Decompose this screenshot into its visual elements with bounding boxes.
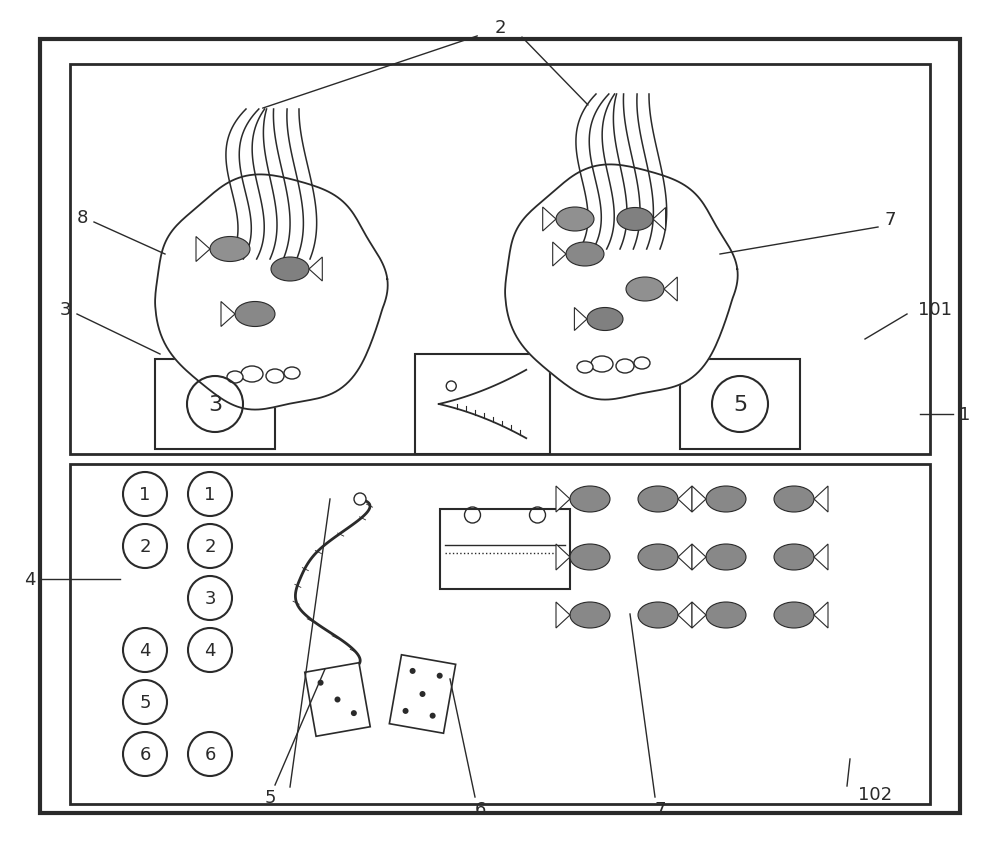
- Ellipse shape: [284, 368, 300, 380]
- Text: 101: 101: [918, 300, 952, 319]
- Bar: [389, 655, 456, 734]
- Ellipse shape: [271, 258, 309, 281]
- Ellipse shape: [774, 486, 814, 513]
- Ellipse shape: [577, 362, 593, 374]
- Text: 7: 7: [884, 211, 896, 229]
- Ellipse shape: [556, 208, 594, 232]
- Text: 2: 2: [204, 537, 216, 555]
- Text: 1: 1: [204, 485, 216, 503]
- Text: 7: 7: [654, 800, 666, 818]
- Polygon shape: [664, 278, 677, 302]
- Polygon shape: [543, 208, 556, 232]
- Polygon shape: [814, 602, 828, 629]
- Polygon shape: [556, 486, 570, 513]
- Text: 4: 4: [24, 571, 36, 589]
- Text: 1: 1: [959, 405, 971, 423]
- Ellipse shape: [210, 237, 250, 262]
- Polygon shape: [678, 602, 692, 629]
- Bar: [680, 360, 800, 450]
- Ellipse shape: [706, 544, 746, 571]
- Text: 6: 6: [139, 746, 151, 763]
- Bar: [440, 509, 570, 589]
- Circle shape: [318, 680, 324, 686]
- Polygon shape: [196, 237, 210, 262]
- Text: 3: 3: [204, 589, 216, 607]
- Ellipse shape: [587, 308, 623, 331]
- Ellipse shape: [266, 369, 284, 384]
- Ellipse shape: [227, 372, 243, 384]
- Ellipse shape: [706, 602, 746, 629]
- Bar: [155, 360, 275, 450]
- Polygon shape: [309, 258, 322, 281]
- Text: 5: 5: [139, 693, 151, 711]
- Polygon shape: [692, 486, 706, 513]
- Polygon shape: [553, 243, 566, 267]
- Polygon shape: [505, 165, 738, 400]
- Ellipse shape: [616, 360, 634, 374]
- Polygon shape: [556, 602, 570, 629]
- Ellipse shape: [570, 544, 610, 571]
- Text: 5: 5: [733, 395, 747, 415]
- Circle shape: [354, 493, 366, 506]
- Ellipse shape: [617, 208, 653, 231]
- Ellipse shape: [591, 357, 613, 373]
- Ellipse shape: [706, 486, 746, 513]
- Bar: [415, 355, 550, 455]
- Text: 3: 3: [208, 395, 222, 415]
- Ellipse shape: [638, 486, 678, 513]
- Polygon shape: [155, 175, 388, 410]
- Bar: [70, 464, 930, 804]
- Circle shape: [430, 713, 436, 719]
- Polygon shape: [692, 602, 706, 629]
- Polygon shape: [439, 370, 526, 438]
- Text: 2: 2: [139, 537, 151, 555]
- Polygon shape: [653, 208, 666, 231]
- Text: 2: 2: [494, 19, 506, 37]
- Circle shape: [419, 691, 426, 697]
- Circle shape: [351, 711, 357, 717]
- Polygon shape: [692, 544, 706, 571]
- Ellipse shape: [570, 602, 610, 629]
- Text: 4: 4: [204, 641, 216, 659]
- Ellipse shape: [638, 544, 678, 571]
- Ellipse shape: [570, 486, 610, 513]
- Ellipse shape: [638, 602, 678, 629]
- Ellipse shape: [235, 302, 275, 327]
- Ellipse shape: [241, 367, 263, 382]
- Text: 8: 8: [76, 209, 88, 227]
- Polygon shape: [574, 308, 587, 331]
- Ellipse shape: [626, 278, 664, 302]
- Text: 3: 3: [59, 300, 71, 319]
- Bar: [70, 65, 930, 455]
- Text: 1: 1: [139, 485, 151, 503]
- Circle shape: [403, 708, 409, 714]
- Ellipse shape: [634, 357, 650, 369]
- Ellipse shape: [774, 602, 814, 629]
- Circle shape: [437, 673, 443, 679]
- Text: 102: 102: [858, 785, 892, 803]
- Text: 6: 6: [474, 800, 486, 818]
- Polygon shape: [221, 302, 235, 327]
- Text: 4: 4: [139, 641, 151, 659]
- Polygon shape: [678, 544, 692, 571]
- Polygon shape: [556, 544, 570, 571]
- Circle shape: [334, 697, 341, 703]
- Polygon shape: [814, 544, 828, 571]
- Ellipse shape: [774, 544, 814, 571]
- Ellipse shape: [566, 243, 604, 267]
- Polygon shape: [678, 486, 692, 513]
- Polygon shape: [814, 486, 828, 513]
- Circle shape: [410, 668, 416, 674]
- Bar: [305, 663, 370, 736]
- Text: 5: 5: [264, 788, 276, 806]
- Text: 6: 6: [204, 746, 216, 763]
